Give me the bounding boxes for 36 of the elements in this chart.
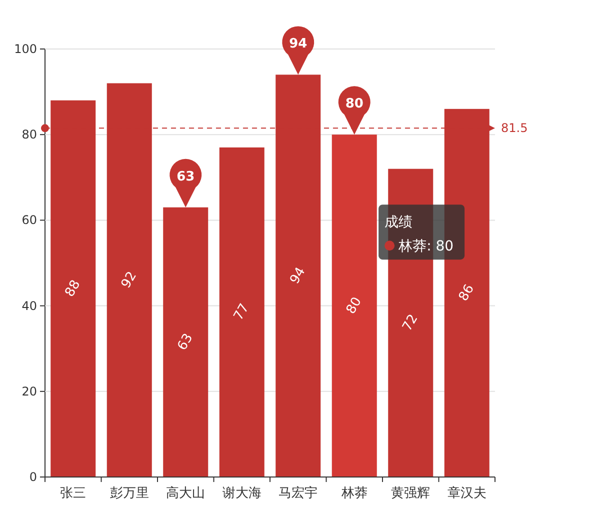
- data-label: 63: [174, 331, 196, 354]
- data-label: 92: [118, 269, 140, 292]
- annotation: 63: [176, 169, 195, 184]
- x-tick-label: 章汉夫: [447, 486, 486, 501]
- x-tick-label: 黄强辉: [391, 486, 430, 501]
- x-tick-label: 马宏宇: [278, 485, 318, 501]
- x-tick-label: 高大山: [166, 485, 206, 501]
- bar: [219, 147, 264, 477]
- annotation: 80: [344, 294, 366, 317]
- y-tick-label: 40: [22, 298, 37, 313]
- x-tick-label: 林莽: [340, 486, 368, 501]
- data-label: 86: [456, 282, 478, 304]
- series-label: 成绩: [384, 214, 413, 231]
- data-label: 77: [231, 301, 253, 324]
- y-tick-label: 60: [22, 213, 37, 228]
- data-label: 94: [289, 36, 308, 52]
- bar: [50, 100, 96, 477]
- data-label: 72: [400, 312, 422, 334]
- bar: [332, 134, 377, 477]
- pin-annotation: 63: [170, 158, 202, 208]
- pin-annotation: 94: [282, 26, 314, 75]
- x-tick-label: 张三: [60, 486, 86, 501]
- y-tick-label: 80: [22, 128, 37, 142]
- y-tick-label: 0: [29, 470, 37, 484]
- data-label: 80: [345, 96, 364, 112]
- tooltip: 成绩 林莽: 80: [378, 204, 465, 260]
- ref-line-label: 81.5: [501, 121, 528, 136]
- annotation: 94: [287, 264, 309, 287]
- x-tick-label: 谢大海: [222, 486, 262, 501]
- y-tick-label: 20: [22, 384, 37, 398]
- y-tick-label: 100: [14, 42, 37, 56]
- x-tick-label: 彭万里: [110, 486, 149, 501]
- pin-annotation: 80: [338, 86, 370, 135]
- data-label: 88: [62, 278, 84, 300]
- annotation: 林莽: 80: [398, 238, 454, 255]
- bar: [106, 83, 152, 477]
